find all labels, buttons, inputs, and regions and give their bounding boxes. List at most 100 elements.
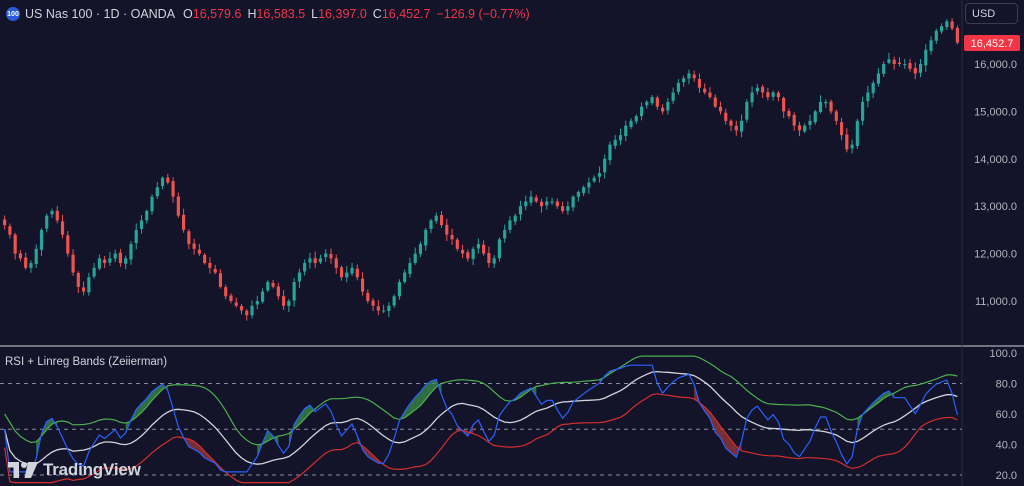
- candle-body: [318, 258, 323, 263]
- candle-body: [408, 263, 412, 274]
- candle-body: [571, 196, 575, 208]
- candle-body: [371, 300, 375, 306]
- candle-body: [929, 40, 933, 51]
- candle-body: [213, 268, 217, 273]
- candle-body: [413, 253, 417, 263]
- candle-body: [850, 144, 854, 149]
- candle-body: [434, 215, 438, 222]
- oversold-fill: [367, 450, 374, 461]
- candle-body: [587, 182, 591, 188]
- candle-body: [703, 88, 707, 93]
- candle-body: [539, 201, 544, 207]
- candle-body: [87, 277, 91, 293]
- candle-body: [876, 73, 880, 84]
- candle-body: [855, 120, 859, 146]
- candle-body: [55, 210, 59, 221]
- candle-body: [203, 254, 207, 264]
- candle-body: [150, 196, 154, 212]
- candle-body: [97, 258, 101, 269]
- overbought-fill: [146, 391, 153, 407]
- candle-body: [313, 258, 317, 264]
- candle-body: [724, 112, 728, 121]
- candle-body: [182, 214, 186, 230]
- candle-body: [418, 244, 423, 254]
- candle-body: [766, 92, 770, 98]
- candle-body: [171, 181, 175, 197]
- candle-body: [345, 272, 349, 278]
- candle-body: [76, 272, 80, 287]
- candle-body: [366, 292, 370, 301]
- candle-body: [845, 134, 849, 150]
- candle-body: [550, 201, 554, 203]
- candle-body: [239, 306, 244, 311]
- overbought-fill: [430, 379, 437, 393]
- candle-body: [687, 73, 691, 79]
- candle-body: [34, 248, 38, 265]
- candle-body: [460, 249, 465, 254]
- last-price-label: 16,452.7: [971, 38, 1014, 50]
- candle-body: [892, 59, 896, 64]
- candle-body: [429, 220, 433, 229]
- candle-body: [897, 62, 902, 64]
- overbought-fill: [873, 397, 879, 407]
- candle-body: [913, 67, 917, 74]
- candle-body: [939, 26, 944, 32]
- candle-body: [866, 92, 870, 102]
- symbol-name[interactable]: US Nas 100 · 1D · OANDA: [25, 7, 176, 21]
- candle-body: [813, 111, 817, 123]
- candle-body: [82, 287, 86, 292]
- candle-body: [755, 87, 759, 92]
- rsi-line: [4, 364, 958, 473]
- overbought-fill: [425, 381, 431, 400]
- candle-body: [708, 92, 712, 98]
- price-axis-tick: 14,000.0: [974, 154, 1017, 166]
- candle-body: [308, 258, 312, 263]
- candle-body: [797, 125, 802, 131]
- candle-body: [861, 101, 865, 121]
- candle-body: [387, 305, 391, 311]
- candle-body: [545, 201, 549, 206]
- price-axis-tick: 16,000.0: [974, 59, 1017, 71]
- candle-body: [29, 263, 33, 268]
- candle-body: [113, 253, 117, 259]
- candle-body: [403, 272, 407, 283]
- candle-body: [66, 235, 70, 254]
- indicator-title[interactable]: RSI + Linreg Bands (Zeiierman): [5, 356, 168, 368]
- ohlc-high-value: 16,583.5: [256, 7, 306, 21]
- candle-body: [503, 229, 507, 239]
- candle-body: [292, 282, 296, 301]
- candle-body: [103, 259, 107, 264]
- candle-body: [692, 74, 696, 79]
- candle-body: [734, 125, 738, 131]
- candle-body: [508, 220, 512, 230]
- candle-body: [603, 158, 607, 173]
- candle-body: [234, 302, 238, 306]
- price-axis-tick: 12,000.0: [974, 249, 1017, 261]
- candle-body: [145, 210, 149, 221]
- rsi-axis-tick: 80.0: [996, 379, 1017, 391]
- candle-body: [276, 286, 280, 297]
- candle-body: [392, 296, 396, 306]
- candle-body: [471, 248, 475, 259]
- overbought-fill: [878, 393, 884, 403]
- tradingview-logo-icon: [8, 462, 38, 478]
- candle-body: [650, 97, 654, 104]
- candle-body: [155, 187, 159, 197]
- candle-body: [266, 282, 270, 291]
- candle-body: [208, 262, 212, 268]
- currency-button[interactable]: USD: [965, 3, 1018, 24]
- candle-body: [18, 253, 23, 259]
- candle-body: [608, 144, 612, 161]
- candle-body: [134, 229, 138, 244]
- rsi-axis-tick: 60.0: [996, 409, 1017, 421]
- tradingview-logo[interactable]: TradingView: [8, 460, 141, 480]
- candle-body: [739, 120, 744, 132]
- candle-body: [229, 295, 233, 301]
- upper-band-line: [4, 355, 958, 446]
- candle-body: [350, 267, 354, 274]
- candle-body: [282, 296, 286, 306]
- candle-body: [782, 97, 786, 112]
- candle-body: [60, 221, 65, 235]
